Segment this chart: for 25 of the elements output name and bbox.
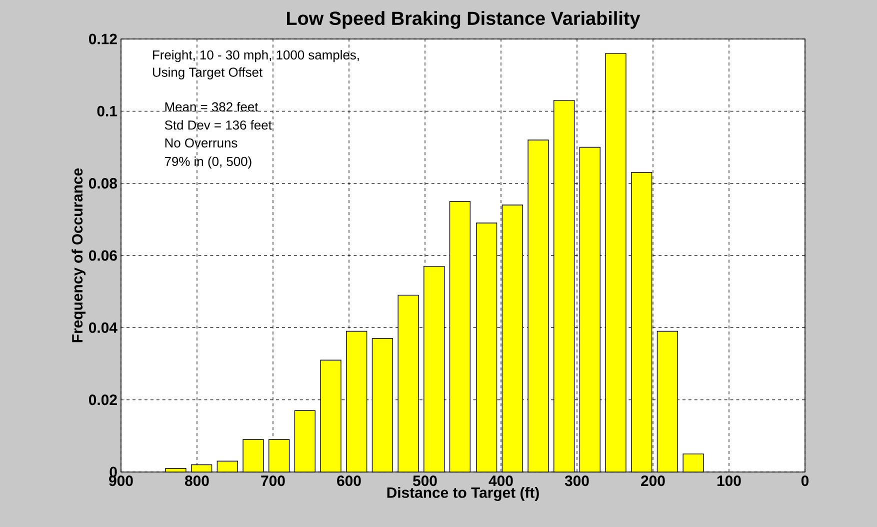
y-axis-title: Frequency of Occurance [72,168,86,342]
y-tick-label: 0.06 [88,250,117,261]
x-tick-label: 800 [185,476,209,486]
x-axis-title: Distance to Target (ft) [387,486,539,501]
x-tick-label: 200 [641,476,665,486]
y-tick-label: 0.08 [88,178,118,189]
x-tick-label: 0 [801,476,809,486]
chart-title: Low Speed Braking Distance Variability [287,11,640,29]
x-tick-label: 300 [564,476,589,486]
x-tick-label: 500 [412,476,437,486]
annotation: Mean = 382 feet [165,102,258,112]
y-tick-label: 0.1 [97,106,118,116]
y-tick-label: 0.04 [88,322,118,333]
x-tick-label: 900 [109,476,133,486]
x-tick-label: 100 [717,476,741,486]
x-tick-label: 400 [488,476,513,486]
x-tick-label: 700 [261,476,285,486]
annotation: Using Target Offset [152,67,262,80]
annotation: 79% in (0, 500) [164,156,252,169]
annotation: Std Dev = 136 feet [164,120,272,130]
annotation: Freight, 10 - 30 mph, 1000 samples, [153,50,359,62]
y-tick-label: 0.02 [88,394,117,406]
annotation: No Overruns [165,138,238,148]
y-tick-label: 0.12 [88,34,117,44]
x-tick-label: 600 [337,476,361,486]
